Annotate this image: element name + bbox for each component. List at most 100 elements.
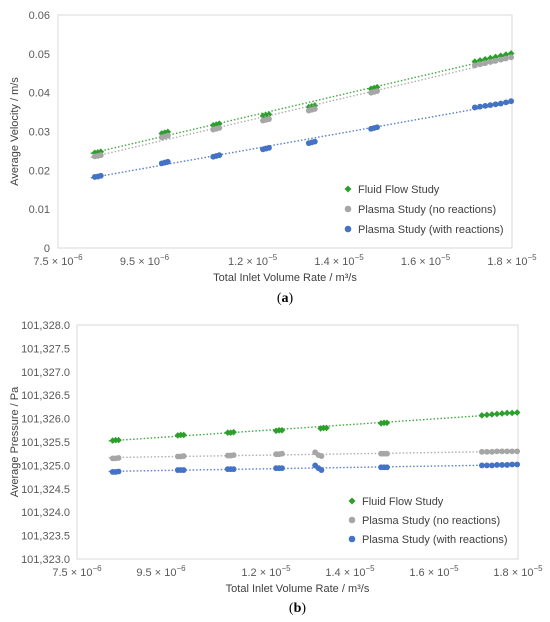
x-tick-times: × (344, 567, 350, 579)
caption-close: ) (289, 291, 294, 306)
caption-open: ( (277, 291, 282, 306)
data-point (384, 450, 390, 457)
x-tick-base: 10 (429, 256, 441, 268)
data-point (180, 453, 187, 459)
data-point (216, 152, 223, 159)
x-tick-label: 1.6 × 10−5 (401, 253, 451, 268)
x-tick-exponent: −5 (365, 564, 375, 573)
x-tick-base: 10 (256, 256, 268, 268)
panel-caption: (b) (289, 601, 306, 616)
data-point (477, 103, 483, 110)
data-point (374, 88, 380, 95)
data-point (504, 448, 510, 455)
x-tick-base: 10 (61, 256, 73, 268)
data-point (230, 452, 237, 459)
data-point (471, 104, 478, 111)
x-axis-title: Total Inlet Volume Rate / m³/s (226, 583, 370, 595)
data-point (514, 461, 521, 468)
caption-letter: b (294, 601, 302, 616)
x-tick-mantissa: 1.8 (493, 567, 508, 579)
x-tick-exponent: −5 (527, 253, 537, 262)
x-tick-exponent: −6 (176, 564, 186, 573)
x-tick-base: 10 (515, 256, 527, 268)
x-tick-times: × (52, 256, 58, 268)
y-axis-title: Average Pressure / Pa (9, 386, 21, 497)
x-tick-mantissa: 1.8 (487, 256, 502, 268)
y-tick-label: 0.02 (29, 165, 50, 177)
data-point (278, 427, 286, 434)
series-2 (90, 98, 515, 180)
data-point (317, 425, 324, 432)
caption-open: ( (289, 601, 294, 616)
legend: Fluid Flow Study Plasma Study (no reactio… (344, 184, 504, 236)
x-tick-times: × (246, 256, 252, 268)
series-1 (108, 448, 521, 462)
x-tick-label: 1.8 × 10−5 (487, 253, 537, 268)
x-tick-exponent: −5 (355, 253, 365, 262)
y-tick-label: 101,323.5 (21, 531, 70, 543)
x-tick-label: 9.5 × 10−6 (120, 253, 170, 268)
data-point (514, 448, 521, 455)
data-point (478, 462, 485, 469)
x-tick-mantissa: 7.5 (33, 256, 48, 268)
data-point (497, 100, 504, 107)
data-point (115, 436, 122, 444)
data-point (384, 464, 390, 471)
data-point (471, 62, 478, 69)
data-point (266, 116, 272, 122)
x-tick-base: 10 (80, 567, 92, 579)
x-tick-times: × (419, 256, 425, 268)
data-point (272, 427, 280, 435)
x-tick-base: 10 (342, 256, 354, 268)
data-point (318, 453, 325, 459)
data-point (227, 429, 235, 436)
x-tick-exponent: −5 (441, 253, 451, 262)
data-point (508, 98, 515, 105)
x-tick-label: 1.4 × 10−5 (314, 253, 364, 268)
data-point (115, 455, 122, 461)
legend: Fluid Flow Study Plasma Study (no reactio… (348, 496, 508, 546)
panel-caption: (a) (277, 291, 294, 306)
y-tick-label: 0.06 (29, 10, 50, 22)
legend-label: Plasma Study (no reactions) (362, 515, 500, 527)
x-tick-mantissa: 1.6 (401, 256, 416, 268)
x-tick-mantissa: 7.5 (52, 567, 67, 579)
data-point (499, 462, 505, 468)
y-tick-label: 101,323.0 (21, 554, 70, 566)
data-point (494, 462, 500, 468)
x-tick-label: 7.5 × 10−6 (33, 253, 83, 268)
data-point (323, 424, 330, 432)
y-tick-label: 101,327.5 (21, 343, 70, 355)
data-point (489, 462, 495, 469)
data-point (513, 409, 521, 416)
x-tick-mantissa: 1.2 (241, 567, 256, 579)
x-tick-base: 10 (164, 567, 176, 579)
series-0 (90, 50, 515, 157)
x-tick-times: × (512, 567, 518, 579)
legend-label: Plasma Study (with reactions) (362, 534, 508, 546)
data-point (97, 172, 104, 179)
data-point (492, 57, 499, 64)
y-tick-label: 0 (44, 243, 50, 255)
data-point (311, 138, 318, 145)
x-tick-label: 7.5 × 10−6 (52, 564, 102, 579)
x-tick-mantissa: 1.4 (325, 567, 340, 579)
legend-marker (348, 516, 356, 524)
x-tick-mantissa: 1.2 (228, 256, 243, 268)
data-point (493, 410, 501, 418)
data-point (503, 409, 511, 417)
data-point (230, 466, 237, 473)
x-tick-base: 10 (437, 567, 449, 579)
y-tick-label: 101,327.0 (21, 367, 70, 379)
data-point (502, 51, 510, 58)
data-point (484, 462, 490, 469)
data-point (377, 419, 385, 427)
data-point (503, 55, 509, 62)
data-point (174, 432, 182, 439)
data-point (509, 461, 516, 468)
trendline (90, 57, 514, 158)
chart-panel-pressure: 101,323.0 101,323.5 101,324.0 101,324.5 101,… (9, 320, 543, 616)
x-tick-exponent: −6 (73, 253, 83, 262)
x-tick-base: 10 (521, 567, 533, 579)
